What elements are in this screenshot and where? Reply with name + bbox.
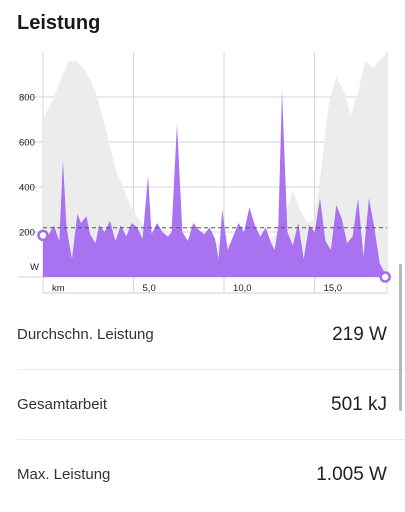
divider xyxy=(17,439,405,440)
elevation-area-layer xyxy=(43,52,387,277)
stat-value: 1.005 W xyxy=(316,463,387,485)
start-marker xyxy=(37,229,49,242)
y-axis-label: W xyxy=(30,262,39,273)
stat-row-total-work: Gesamtarbeit 501 kJ xyxy=(17,370,387,439)
stat-row-max-power: Max. Leistung 1.005 W xyxy=(17,440,387,509)
x-tick-label: 15,0 xyxy=(324,283,343,294)
scrollbar[interactable] xyxy=(399,264,402,411)
stat-value: 219 W xyxy=(332,323,387,345)
stat-label: Durchschn. Leistung xyxy=(17,326,154,343)
section-title: Leistung xyxy=(17,12,101,34)
x-tick-label: 5,0 xyxy=(143,283,156,294)
power-area xyxy=(43,90,387,277)
y-tick-label: 400 xyxy=(19,183,35,194)
y-tick-label: 200 xyxy=(19,228,35,239)
stat-value: 501 kJ xyxy=(331,393,387,415)
stat-label: Max. Leistung xyxy=(17,466,111,483)
stat-label: Gesamtarbeit xyxy=(17,396,108,413)
tick-labels: 200 400 600 800 Wkm 5,0 10,0 15,0 xyxy=(19,93,342,295)
x-tick-label: 10,0 xyxy=(233,283,252,294)
y-tick-label: 600 xyxy=(19,138,35,149)
power-area-layer xyxy=(43,90,387,277)
end-marker xyxy=(379,271,391,283)
markers-layer xyxy=(37,229,391,283)
y-tick-label: 800 xyxy=(19,93,35,104)
divider xyxy=(17,369,405,370)
x-axis-label: km xyxy=(52,283,65,294)
power-chart[interactable]: 200 400 600 800 Wkm 5,0 10,0 15,0 xyxy=(0,44,405,299)
elevation-area xyxy=(43,52,387,277)
stat-row-average-power: Durchschn. Leistung 219 W xyxy=(17,300,387,369)
